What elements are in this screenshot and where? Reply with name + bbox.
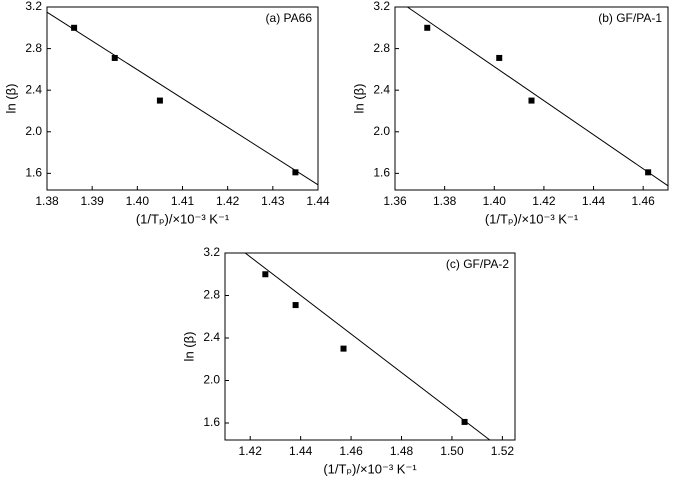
x-tick-label: 1.48 [390,444,414,458]
x-tick-label: 1.42 [216,194,240,208]
x-tick-label: 1.38 [35,194,59,208]
data-point [461,418,468,425]
panel-title: (b) GF/PA-1 [598,11,662,25]
y-tick-label: 2.8 [203,288,220,302]
y-tick-label: 2.4 [373,82,390,96]
panel-title: (c) GF/PA-2 [446,257,509,271]
data-point [111,54,118,61]
y-tick-label: 3.2 [373,0,390,13]
x-tick-label: 1.42 [239,444,263,458]
data-point [71,24,78,31]
x-tick-label: 1.39 [80,194,104,208]
x-axis-label: (1/Tₚ)/×10⁻³ K⁻¹ [323,461,417,476]
x-tick-label: 1.42 [532,194,556,208]
x-tick-label: 1.43 [261,194,285,208]
y-tick-label: 2.4 [25,82,42,96]
data-point [528,97,535,104]
panel-title: (a) PA66 [266,11,313,25]
plot-frame [394,6,669,191]
x-tick-label: 1.46 [339,444,363,458]
y-tick-label: 3.2 [25,0,42,13]
y-axis-label: ln (β) [3,84,18,114]
x-tick-label: 1.50 [440,444,464,458]
x-tick-label: 1.52 [491,444,515,458]
fit-line [407,6,669,187]
fit-line [46,11,319,186]
data-point [156,97,163,104]
data-point [292,169,299,176]
y-tick-label: 2.8 [373,41,390,55]
y-tick-label: 3.2 [203,245,220,259]
data-point [292,302,299,309]
x-tick-label: 1.46 [632,194,656,208]
data-point [424,24,431,31]
x-tick-label: 1.44 [582,194,606,208]
fit-line [244,252,491,441]
x-tick-label: 1.44 [306,194,330,208]
x-tick-label: 1.36 [383,194,407,208]
x-axis-label: (1/Tₚ)/×10⁻³ K⁻¹ [485,211,579,226]
y-tick-label: 2.0 [203,373,220,387]
y-tick-label: 2.8 [25,41,42,55]
y-tick-label: 2.0 [25,124,42,138]
x-tick-label: 1.38 [433,194,457,208]
x-axis-label: (1/Tₚ)/×10⁻³ K⁻¹ [136,211,230,226]
x-tick-label: 1.40 [483,194,507,208]
x-tick-label: 1.41 [171,194,195,208]
data-point [645,169,652,176]
x-tick-label: 1.44 [289,444,313,458]
plot-frame [224,252,516,441]
data-point [262,271,269,278]
y-axis-label: ln (β) [351,84,366,114]
y-tick-label: 1.6 [25,166,42,180]
y-tick-label: 2.4 [203,330,220,344]
data-point [496,54,503,61]
y-tick-label: 1.6 [373,166,390,180]
y-tick-label: 2.0 [373,124,390,138]
y-tick-label: 1.6 [203,415,220,429]
y-axis-label: ln (β) [181,332,196,362]
data-point [340,345,347,352]
x-tick-label: 1.40 [126,194,150,208]
